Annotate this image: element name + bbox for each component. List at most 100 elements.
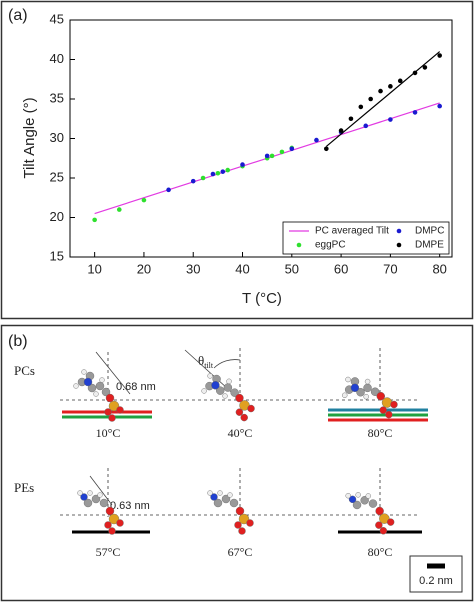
atom bbox=[99, 498, 109, 508]
atom bbox=[227, 492, 233, 498]
atom bbox=[386, 518, 395, 526]
y-tick-label: 45 bbox=[50, 11, 64, 26]
atom bbox=[235, 506, 245, 516]
atom bbox=[240, 413, 248, 422]
x-tick-label: 30 bbox=[186, 261, 200, 276]
atom bbox=[80, 493, 88, 501]
data-point bbox=[437, 53, 442, 58]
row-label: PCs bbox=[14, 363, 35, 378]
data-point bbox=[388, 84, 393, 89]
atom bbox=[87, 383, 97, 393]
atom bbox=[375, 506, 384, 516]
bars bbox=[62, 408, 428, 534]
legend-label: DMPC bbox=[415, 226, 444, 237]
atom bbox=[247, 404, 255, 413]
atom bbox=[360, 496, 369, 505]
legend-label: eggPC bbox=[315, 240, 346, 251]
plot-frame bbox=[69, 19, 453, 258]
atom bbox=[207, 490, 213, 496]
atom bbox=[379, 406, 387, 414]
atom bbox=[87, 490, 93, 496]
data-point bbox=[363, 123, 369, 129]
temp-label: 80°C bbox=[368, 545, 393, 559]
data-point bbox=[314, 137, 319, 143]
temp-label: 67°C bbox=[228, 545, 253, 559]
atom bbox=[97, 492, 103, 498]
atom bbox=[238, 527, 246, 535]
atom bbox=[230, 388, 239, 397]
atom bbox=[370, 387, 380, 396]
temp-label: 57°C bbox=[96, 545, 121, 559]
data-point bbox=[200, 175, 206, 181]
atom bbox=[216, 386, 225, 395]
length-label: 0.68 nm bbox=[116, 381, 156, 393]
atom bbox=[101, 387, 111, 397]
atom bbox=[210, 493, 218, 501]
atom bbox=[201, 388, 207, 394]
atom bbox=[229, 498, 239, 508]
scale-label: 0.2 nm bbox=[419, 575, 453, 587]
y-tick-label: 15 bbox=[50, 248, 64, 263]
data-point bbox=[358, 104, 364, 110]
atom bbox=[376, 391, 385, 401]
data-point bbox=[269, 153, 275, 159]
theta-label: θtilt bbox=[198, 353, 214, 370]
atom bbox=[239, 400, 250, 411]
data-point bbox=[397, 78, 403, 84]
legend-box bbox=[282, 221, 450, 255]
panel-b-frame bbox=[0, 324, 474, 602]
atom bbox=[234, 521, 242, 529]
atom bbox=[116, 406, 124, 414]
temp-label: 80°C bbox=[368, 426, 393, 440]
data-point bbox=[279, 149, 285, 155]
data-point bbox=[348, 116, 354, 122]
atom bbox=[221, 494, 231, 504]
molecule bbox=[207, 490, 254, 535]
data-point bbox=[368, 96, 373, 102]
data-point bbox=[116, 207, 122, 212]
y-axis-title: Tilt Angle (°) bbox=[21, 97, 38, 178]
x-tick-label: 70 bbox=[383, 261, 397, 276]
data-point bbox=[289, 146, 295, 152]
molecule bbox=[201, 373, 255, 422]
atom bbox=[356, 388, 365, 397]
atom bbox=[83, 498, 93, 508]
series-line bbox=[325, 51, 441, 147]
atom bbox=[363, 383, 372, 393]
molecule bbox=[345, 492, 395, 535]
data-point bbox=[210, 171, 216, 177]
data-point bbox=[220, 169, 226, 174]
legend-label: PC averaged Tilt bbox=[315, 226, 389, 237]
data-point bbox=[215, 170, 221, 176]
atom bbox=[385, 410, 393, 419]
atom bbox=[217, 490, 223, 496]
atom bbox=[116, 519, 124, 527]
atom bbox=[77, 490, 83, 496]
atom bbox=[223, 383, 233, 392]
scale-box bbox=[409, 555, 463, 593]
atom bbox=[342, 392, 348, 398]
y-tick-label: 20 bbox=[50, 209, 64, 224]
data-point bbox=[264, 153, 270, 159]
atom bbox=[365, 493, 371, 499]
data-point bbox=[412, 110, 418, 115]
data-point bbox=[166, 187, 171, 193]
legend-label: DMPE bbox=[415, 240, 444, 251]
legend-swatch bbox=[396, 242, 402, 248]
atom bbox=[99, 377, 105, 383]
atom bbox=[246, 519, 254, 527]
length-arrow bbox=[89, 475, 113, 506]
atom bbox=[108, 527, 116, 535]
atom bbox=[81, 369, 87, 375]
panel-label: (b) bbox=[8, 333, 28, 350]
molecule bbox=[77, 490, 124, 535]
x-tick-label: 40 bbox=[235, 261, 249, 276]
atom bbox=[91, 494, 101, 504]
atom bbox=[207, 373, 213, 379]
atom bbox=[235, 408, 244, 416]
data-point bbox=[437, 103, 442, 109]
atom bbox=[390, 400, 398, 409]
atom bbox=[104, 521, 112, 529]
atom bbox=[379, 513, 390, 524]
y-tick-label: 30 bbox=[50, 130, 64, 145]
